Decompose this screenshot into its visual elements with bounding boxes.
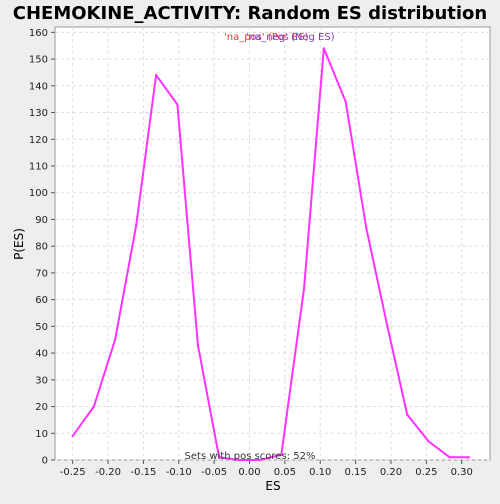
pos-scores-annotation: Sets with pos scores: 52%: [185, 451, 316, 462]
es-data-point: [176, 103, 179, 106]
y-tick-label: 90: [35, 215, 48, 226]
y-tick-label: 120: [29, 135, 48, 146]
es-data-point: [135, 223, 138, 226]
x-axis: -0.25 -0.20 -0.15 -0.10 -0.05 0.00 0.05 0.10 0.1…: [60, 460, 473, 478]
es-data-point: [71, 434, 74, 438]
y-tick-label: 40: [35, 349, 48, 360]
x-tick-label: 0.15: [344, 467, 366, 478]
es-data-point: [302, 287, 306, 291]
legend-entry-pos: 'na_pos' (Pos ES): [224, 32, 309, 43]
es-data-point: [386, 325, 389, 328]
y-tick-label: 70: [35, 268, 48, 279]
es-data-point: [344, 100, 347, 104]
es-data-point: [154, 73, 158, 77]
y-tick-label: 10: [35, 429, 48, 440]
legend-entry-neg: 'na_neg' (Neg ES): [246, 32, 335, 43]
y-axis: 0 10 20 30 40 50 60 70 80 90 100 110 120 130 140 150 160: [29, 28, 55, 467]
y-tick-label: 110: [29, 161, 48, 172]
y-tick-label: 30: [35, 375, 48, 386]
es-data-point: [217, 456, 221, 459]
x-tick-label: 0.10: [309, 467, 331, 478]
es-data-point: [365, 226, 368, 229]
es-data-point: [92, 405, 96, 408]
es-data-point: [258, 458, 262, 462]
x-tick-label: -0.10: [166, 467, 192, 478]
chart-title: CHEMOKINE_ACTIVITY: Random ES distributi…: [13, 3, 487, 24]
plot-area: [54, 26, 491, 461]
x-tick-label: 0.30: [451, 467, 473, 478]
es-data-point: [406, 413, 409, 416]
es-data-point: [280, 453, 283, 456]
x-tick-label: 0.25: [415, 467, 437, 478]
es-data-point: [467, 456, 470, 459]
es-data-point: [427, 440, 430, 443]
y-tick-label: 20: [35, 402, 48, 413]
x-tick-label: -0.15: [130, 467, 156, 478]
x-tick-label: -0.05: [201, 467, 227, 478]
es-data-point: [237, 458, 241, 462]
y-tick-label: 160: [29, 28, 48, 39]
y-tick-label: 80: [35, 242, 48, 253]
x-tick-label: -0.25: [60, 467, 86, 478]
series-layer: [71, 47, 470, 462]
es-data-point: [322, 47, 325, 50]
y-tick-label: 150: [29, 55, 48, 66]
grid-layer: [55, 27, 490, 461]
es-distribution-line: [71, 47, 469, 461]
x-tick-label: 0.20: [380, 467, 402, 478]
x-tick-label: -0.20: [95, 467, 121, 478]
x-axis-label: ES: [265, 479, 280, 493]
x-tick-label: 0.05: [274, 467, 296, 478]
y-axis-label: P(ES): [12, 228, 26, 260]
es-data-point: [113, 338, 117, 341]
es-data-point: [196, 343, 200, 347]
x-tick-label: 0.00: [238, 467, 260, 478]
y-tick-label: 0: [42, 456, 48, 467]
y-tick-label: 60: [35, 295, 48, 306]
y-tick-label: 50: [35, 322, 48, 333]
y-tick-label: 140: [29, 81, 48, 92]
y-tick-label: 130: [29, 108, 48, 119]
y-tick-label: 100: [29, 188, 48, 199]
es-data-point: [448, 456, 451, 459]
